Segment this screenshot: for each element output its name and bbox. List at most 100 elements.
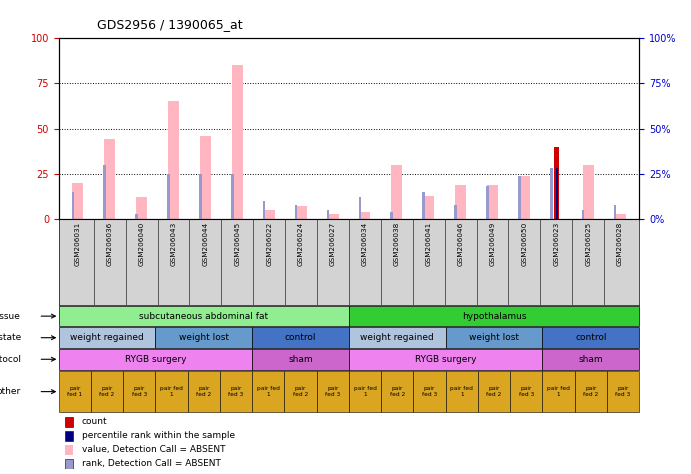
Bar bbox=[64, 459, 73, 469]
Text: GSM206036: GSM206036 bbox=[107, 222, 113, 266]
Bar bbox=[349, 371, 381, 412]
Text: count: count bbox=[82, 417, 107, 426]
Bar bbox=[583, 165, 594, 219]
Text: pair
fed 3: pair fed 3 bbox=[229, 386, 244, 397]
Bar bbox=[349, 349, 542, 370]
Bar bbox=[446, 328, 542, 348]
Text: GSM206022: GSM206022 bbox=[266, 222, 272, 266]
Text: pair
fed 3: pair fed 3 bbox=[132, 386, 147, 397]
Bar bbox=[73, 183, 84, 219]
Bar bbox=[487, 185, 498, 219]
Text: pair
fed 3: pair fed 3 bbox=[519, 386, 534, 397]
Text: GSM206023: GSM206023 bbox=[553, 222, 559, 266]
Text: GDS2956 / 1390065_at: GDS2956 / 1390065_at bbox=[97, 18, 243, 31]
Text: pair
fed 2: pair fed 2 bbox=[100, 386, 115, 397]
Text: rank, Detection Call = ABSENT: rank, Detection Call = ABSENT bbox=[82, 459, 220, 468]
Bar bbox=[422, 192, 425, 219]
Bar bbox=[91, 371, 123, 412]
Bar bbox=[59, 306, 349, 327]
Text: GSM206038: GSM206038 bbox=[394, 222, 400, 266]
Text: pair
fed 2: pair fed 2 bbox=[293, 386, 308, 397]
Bar bbox=[123, 371, 155, 412]
Bar bbox=[252, 349, 349, 370]
Bar bbox=[64, 445, 73, 455]
Text: GSM206031: GSM206031 bbox=[75, 222, 81, 266]
Bar bbox=[167, 174, 170, 219]
Bar bbox=[550, 168, 553, 219]
Text: GSM206028: GSM206028 bbox=[617, 222, 623, 266]
Text: sham: sham bbox=[578, 355, 603, 364]
Text: pair fed
1: pair fed 1 bbox=[160, 386, 183, 397]
Bar bbox=[349, 306, 639, 327]
Bar bbox=[454, 205, 457, 219]
Text: GSM206049: GSM206049 bbox=[489, 222, 495, 266]
Text: pair
fed 1: pair fed 1 bbox=[67, 386, 82, 397]
Text: GSM206034: GSM206034 bbox=[362, 222, 368, 266]
Text: protocol: protocol bbox=[0, 355, 21, 364]
Text: GSM206024: GSM206024 bbox=[298, 222, 304, 266]
Text: GSM206043: GSM206043 bbox=[171, 222, 176, 266]
Bar bbox=[519, 175, 530, 219]
Text: GSM206044: GSM206044 bbox=[202, 222, 209, 266]
Text: GSM206027: GSM206027 bbox=[330, 222, 336, 266]
Text: control: control bbox=[285, 333, 316, 342]
Bar bbox=[252, 328, 349, 348]
Bar bbox=[188, 371, 220, 412]
Text: hypothalamus: hypothalamus bbox=[462, 311, 527, 320]
Bar bbox=[316, 371, 349, 412]
Bar bbox=[155, 371, 188, 412]
Text: value, Detection Call = ABSENT: value, Detection Call = ABSENT bbox=[82, 445, 225, 454]
Bar bbox=[486, 186, 489, 219]
Text: tissue: tissue bbox=[0, 311, 21, 320]
Bar bbox=[200, 136, 211, 219]
Bar bbox=[542, 328, 639, 348]
Bar bbox=[478, 371, 510, 412]
Bar bbox=[607, 371, 639, 412]
Bar bbox=[614, 214, 625, 219]
Bar bbox=[381, 371, 413, 412]
Bar bbox=[542, 371, 575, 412]
Text: pair
fed 2: pair fed 2 bbox=[583, 386, 598, 397]
Bar bbox=[104, 165, 106, 219]
Text: RYGB surgery: RYGB surgery bbox=[124, 355, 187, 364]
Text: other: other bbox=[0, 387, 21, 396]
Bar bbox=[391, 165, 402, 219]
Bar bbox=[168, 101, 179, 219]
Bar bbox=[231, 65, 243, 219]
Text: weight lost: weight lost bbox=[469, 333, 519, 342]
Text: GSM206040: GSM206040 bbox=[139, 222, 144, 266]
Bar bbox=[554, 146, 558, 219]
Text: pair
fed 2: pair fed 2 bbox=[390, 386, 405, 397]
Bar bbox=[423, 196, 434, 219]
Bar bbox=[155, 328, 252, 348]
Bar bbox=[263, 201, 265, 219]
Text: pair
fed 2: pair fed 2 bbox=[486, 386, 502, 397]
Text: pair
fed 3: pair fed 3 bbox=[616, 386, 631, 397]
Bar bbox=[59, 371, 91, 412]
Bar bbox=[359, 197, 361, 219]
Bar bbox=[59, 349, 252, 370]
Bar bbox=[575, 371, 607, 412]
Bar bbox=[59, 328, 155, 348]
Text: pair
fed 3: pair fed 3 bbox=[325, 386, 341, 397]
Bar bbox=[542, 349, 639, 370]
Bar bbox=[328, 214, 339, 219]
Text: pair fed
1: pair fed 1 bbox=[547, 386, 570, 397]
Bar bbox=[64, 430, 73, 441]
Bar bbox=[413, 371, 446, 412]
Bar bbox=[510, 371, 542, 412]
Bar bbox=[64, 417, 73, 427]
Bar bbox=[390, 212, 393, 219]
Bar bbox=[72, 192, 74, 219]
Text: pair fed
1: pair fed 1 bbox=[257, 386, 280, 397]
Text: pair fed
1: pair fed 1 bbox=[354, 386, 377, 397]
Bar bbox=[104, 139, 115, 219]
Bar bbox=[264, 210, 275, 219]
Text: disease state: disease state bbox=[0, 333, 21, 342]
Text: GSM206050: GSM206050 bbox=[522, 222, 527, 266]
Bar bbox=[556, 168, 558, 219]
Bar bbox=[231, 174, 234, 219]
Text: RYGB surgery: RYGB surgery bbox=[415, 355, 477, 364]
Bar bbox=[285, 371, 316, 412]
Text: weight regained: weight regained bbox=[361, 333, 434, 342]
